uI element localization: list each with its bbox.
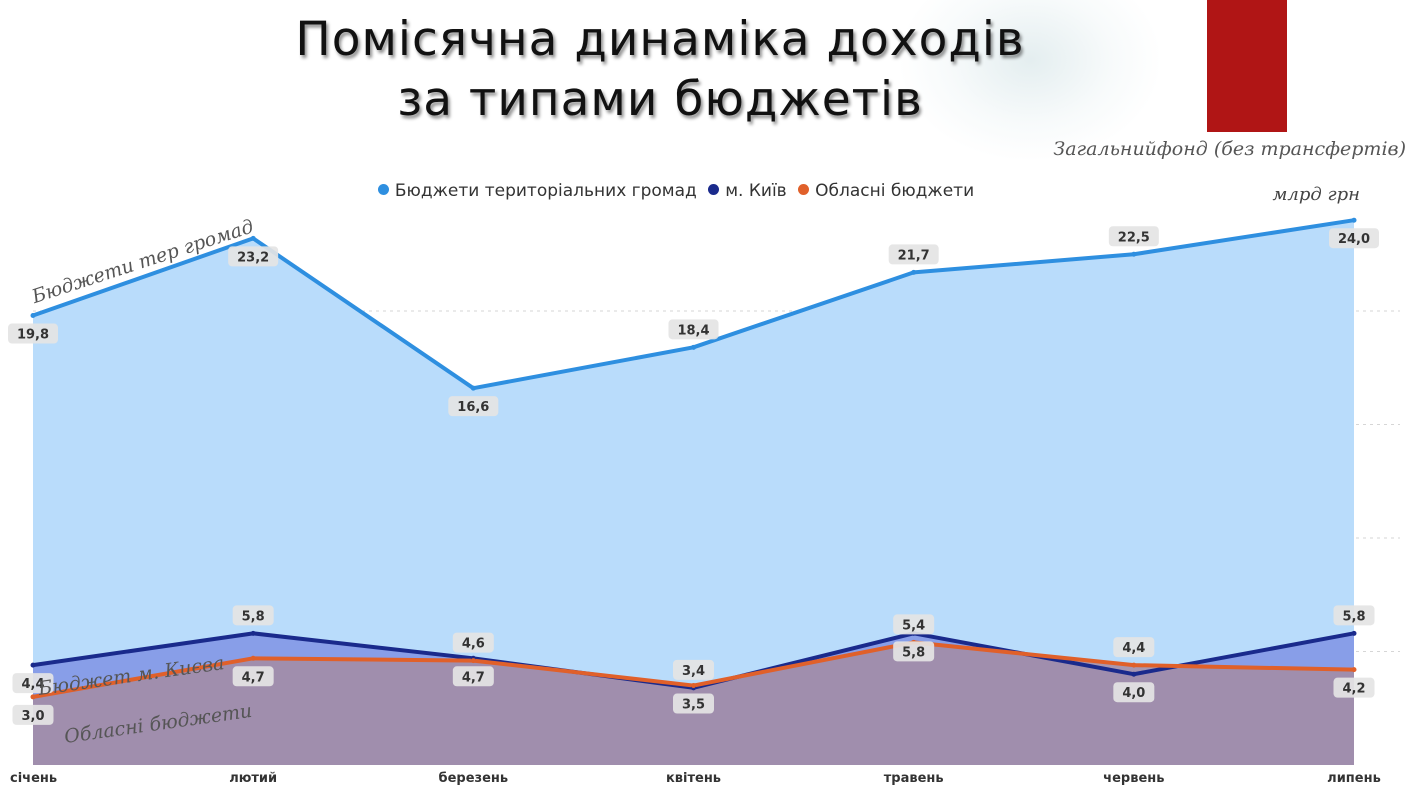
- point-communities-4: [911, 269, 917, 275]
- data-label-bg-kyiv-2: [452, 666, 494, 687]
- point-communities-6: [1351, 217, 1357, 223]
- data-label-regional-3: 3,5: [682, 698, 705, 713]
- data-label-regional-0: 3,0: [21, 709, 44, 724]
- data-label-bg-communities-5: [1108, 226, 1159, 247]
- chart-legend: Бюджети територіальних громад м. Київ Об…: [0, 181, 1352, 201]
- background-glow: [900, 0, 1160, 160]
- point-communities-0: [30, 313, 36, 319]
- data-label-kyiv-1: 5,8: [242, 609, 265, 624]
- x-tick-label-0: січень: [10, 771, 57, 786]
- data-label-bg-communities-3: [668, 319, 719, 340]
- x-tick-label-4: травень: [884, 771, 944, 786]
- point-regional-2: [470, 658, 476, 664]
- data-label-bg-communities-4: [888, 244, 939, 265]
- data-label-bg-kyiv-3: [673, 659, 714, 680]
- point-regional-6: [1351, 667, 1357, 673]
- data-label-communities-1: 23,2: [237, 250, 269, 265]
- data-label-bg-communities-0: [8, 323, 58, 344]
- legend-dot-regional: [798, 184, 810, 195]
- data-label-communities-6: 24,0: [1338, 232, 1370, 247]
- x-tick-label-3: квітень: [666, 771, 721, 786]
- legend-label-regional: Обласні бюджети: [815, 181, 975, 201]
- data-label-communities-5: 22,5: [1118, 230, 1150, 245]
- unit-label: млрд грн: [1272, 184, 1360, 205]
- data-label-kyiv-2: 4,7: [462, 670, 485, 685]
- point-kyiv-5: [1131, 671, 1137, 677]
- data-label-bg-communities-6: [1329, 228, 1379, 249]
- fund-note: Загальнийфонд (без трансфертів): [1053, 138, 1406, 160]
- data-label-communities-2: 16,6: [457, 400, 489, 415]
- data-label-communities-4: 21,7: [898, 248, 930, 263]
- data-label-bg-kyiv-6: [1333, 605, 1375, 626]
- data-label-bg-regional-1: [232, 666, 274, 687]
- legend-dot-communities: [377, 184, 389, 195]
- legend-label-communities: Бюджети територіальних громад: [394, 181, 697, 201]
- area-communities: [33, 220, 1354, 765]
- point-communities-3: [691, 344, 696, 350]
- data-label-bg-regional-2: [452, 632, 494, 653]
- data-label-kyiv-5: 4,0: [1122, 686, 1145, 701]
- data-label-bg-regional-3: [673, 693, 714, 714]
- data-label-bg-kyiv-0: [12, 673, 54, 694]
- point-regional-1: [250, 655, 256, 661]
- data-label-bg-regional-5: [1113, 637, 1155, 658]
- point-kyiv-6: [1351, 630, 1357, 636]
- x-tick-label-6: липень: [1327, 771, 1381, 786]
- data-label-kyiv-6: 5,8: [1342, 609, 1365, 624]
- point-regional-3: [691, 683, 696, 689]
- data-label-bg-kyiv-5: [1113, 682, 1155, 703]
- page-title-line-1: Помісячна динаміка доходів: [295, 12, 1025, 67]
- data-label-regional-6: 4,2: [1342, 682, 1365, 697]
- brand-red-bar: [1207, 0, 1287, 132]
- data-label-bg-regional-4: [893, 614, 935, 635]
- data-label-bg-communities-1: [228, 246, 279, 267]
- data-label-bg-kyiv-1: [232, 605, 274, 626]
- legend-label-kyiv: м. Київ: [725, 181, 787, 201]
- data-label-bg-kyiv-4: [893, 641, 935, 662]
- data-label-bg-regional-6: [1333, 677, 1375, 698]
- x-tick-label-1: лютий: [229, 771, 277, 786]
- data-label-bg-communities-2: [448, 396, 499, 417]
- data-label-kyiv-3: 3,4: [682, 664, 705, 679]
- point-communities-1: [250, 235, 256, 241]
- x-tick-label-5: червень: [1103, 771, 1164, 786]
- data-label-bg-regional-0: [12, 704, 54, 725]
- data-label-kyiv-4: 5,8: [902, 645, 925, 660]
- data-label-regional-5: 4,4: [1122, 641, 1145, 656]
- page-title-line-2: за типами бюджетів: [397, 72, 923, 127]
- legend-item-regional: Обласні бюджети: [798, 181, 974, 201]
- data-label-regional-2: 4,6: [462, 637, 485, 652]
- point-communities-5: [1131, 251, 1137, 257]
- data-label-communities-3: 18,4: [677, 323, 709, 338]
- point-regional-5: [1131, 662, 1137, 668]
- point-communities-2: [470, 385, 476, 391]
- legend-dot-kyiv: [708, 184, 720, 195]
- point-kyiv-1: [250, 630, 256, 636]
- data-label-regional-1: 4,7: [242, 670, 265, 685]
- data-label-communities-0: 19,8: [17, 328, 49, 343]
- data-label-kyiv-0: 4,4: [21, 677, 44, 692]
- x-tick-label-2: березень: [439, 771, 509, 786]
- point-regional-0: [30, 694, 36, 700]
- legend-item-communities: Бюджети територіальних громад: [377, 181, 697, 201]
- data-label-regional-4: 5,4: [902, 618, 925, 633]
- legend-item-kyiv: м. Київ: [708, 181, 787, 201]
- point-kyiv-0: [30, 662, 36, 668]
